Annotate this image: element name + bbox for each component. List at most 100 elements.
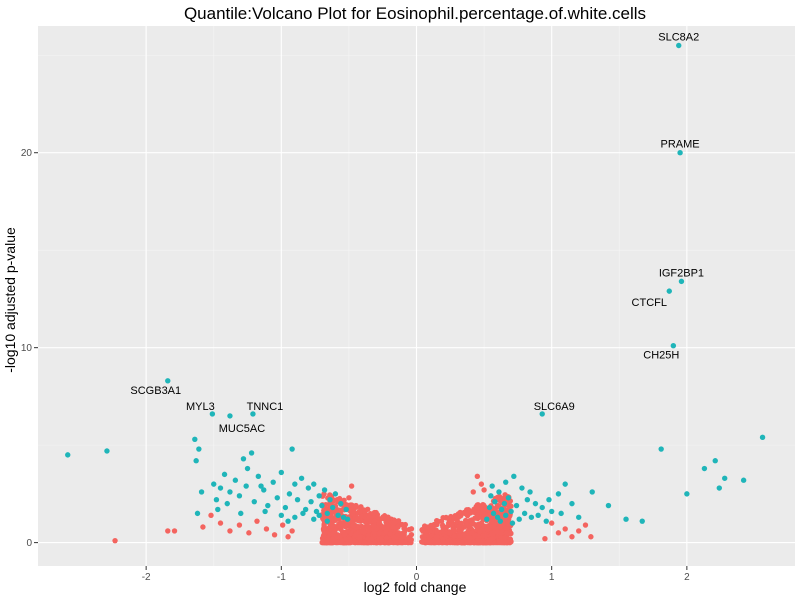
data-point — [240, 456, 247, 462]
data-point — [344, 516, 351, 522]
data-point — [678, 278, 685, 285]
data-point — [508, 508, 514, 515]
data-point — [677, 150, 683, 156]
data-point — [527, 489, 533, 495]
data-point — [357, 533, 363, 540]
data-point — [227, 528, 233, 534]
data-point — [209, 411, 216, 417]
data-point — [576, 528, 582, 534]
data-point — [471, 539, 477, 546]
data-point — [337, 519, 344, 526]
data-point — [215, 506, 221, 513]
data-point — [426, 538, 432, 545]
data-point — [278, 469, 285, 476]
data-point — [470, 489, 476, 495]
data-point — [217, 485, 224, 491]
data-point — [511, 473, 517, 480]
data-point — [254, 518, 260, 524]
data-point — [406, 526, 412, 533]
data-point — [555, 491, 562, 497]
y-axis-title: -log10 adjusted p-value — [2, 227, 18, 373]
data-point — [308, 498, 314, 505]
y-tick-label: 10 — [21, 343, 33, 354]
data-point — [343, 506, 349, 513]
data-point — [344, 520, 351, 527]
data-point — [282, 504, 289, 511]
data-point — [335, 512, 341, 519]
data-point — [292, 514, 298, 520]
data-point — [361, 529, 367, 536]
gene-label: TNNC1 — [247, 401, 284, 413]
data-point — [371, 523, 377, 529]
gene-label: SLC8A2 — [658, 31, 699, 43]
data-point — [473, 515, 480, 521]
y-tick-label: 20 — [21, 148, 33, 159]
data-point — [539, 504, 545, 511]
x-axis-title: log2 fold change — [364, 579, 467, 595]
data-point — [501, 500, 508, 507]
data-point — [623, 516, 629, 522]
data-point — [451, 533, 457, 539]
data-point — [490, 515, 496, 521]
data-point — [329, 504, 336, 511]
data-points — [65, 42, 766, 546]
data-point — [443, 525, 449, 532]
data-point — [484, 516, 490, 522]
data-point — [376, 530, 383, 536]
data-point — [324, 510, 330, 517]
data-point — [503, 512, 509, 519]
data-point — [519, 485, 525, 491]
data-point — [391, 519, 398, 526]
data-point — [701, 465, 708, 472]
data-point — [337, 533, 343, 539]
data-point — [562, 481, 568, 487]
data-point — [262, 508, 268, 515]
data-point — [562, 526, 568, 532]
data-point — [221, 471, 228, 478]
data-point — [285, 534, 291, 540]
data-point — [496, 538, 502, 545]
data-point — [482, 533, 488, 539]
data-point — [508, 503, 514, 509]
data-point — [490, 510, 497, 517]
data-point — [684, 491, 690, 497]
data-point — [341, 531, 348, 538]
data-point — [463, 510, 469, 516]
data-point — [481, 487, 487, 493]
data-point — [327, 497, 333, 503]
data-point — [474, 473, 481, 480]
data-point — [251, 498, 257, 505]
gene-labels: SLC8A2 PRAME IGF2BP1 CTCFL CH25H SCGB3A1 MYL3 M… — [130, 31, 704, 434]
data-point — [589, 489, 595, 495]
data-point — [343, 536, 349, 542]
data-point — [489, 519, 495, 525]
gene-label: PRAME — [661, 139, 700, 151]
data-point — [332, 491, 339, 497]
data-point — [248, 450, 255, 456]
data-point — [505, 517, 511, 524]
data-point — [509, 520, 516, 526]
data-point — [461, 532, 467, 538]
data-point — [434, 534, 440, 540]
data-point — [489, 483, 495, 489]
data-point — [286, 491, 293, 497]
data-point — [324, 539, 330, 546]
data-point — [355, 524, 361, 530]
data-point — [496, 493, 503, 500]
data-point — [532, 500, 539, 507]
data-point — [289, 528, 295, 534]
data-point — [313, 508, 320, 515]
data-point — [463, 522, 469, 529]
data-point — [434, 521, 440, 528]
data-point — [311, 516, 317, 522]
data-point — [278, 512, 285, 519]
data-point — [502, 535, 508, 541]
data-point — [555, 530, 562, 536]
data-point — [716, 485, 722, 491]
data-point — [258, 483, 264, 489]
data-point — [484, 539, 491, 546]
data-point — [471, 508, 477, 514]
data-point — [576, 514, 582, 520]
data-point — [433, 529, 440, 535]
